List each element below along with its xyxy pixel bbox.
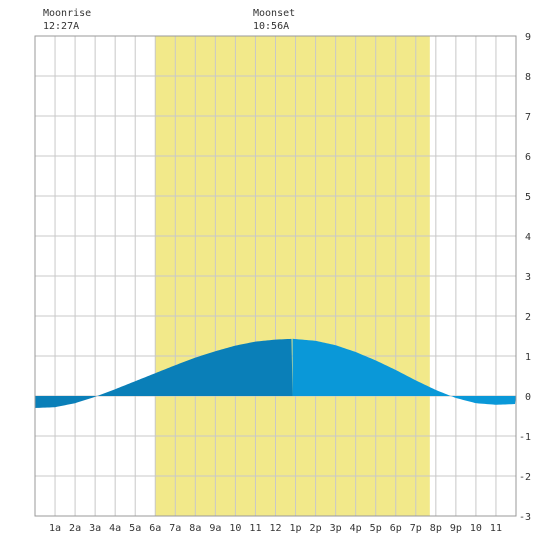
chart-axes — [34, 35, 517, 517]
y-tick-label: 1 — [525, 352, 531, 363]
x-tick-label: 12 — [269, 523, 281, 534]
x-tick-label: 8p — [430, 523, 442, 534]
y-tick-label: 7 — [525, 112, 531, 123]
x-tick-label: 1a — [49, 523, 61, 534]
x-tick-label: 7p — [410, 523, 422, 534]
y-tick-label: 2 — [525, 312, 531, 323]
x-tick-label: 2p — [310, 523, 322, 534]
y-tick-label: -2 — [519, 472, 531, 483]
x-tick-label: 7a — [169, 523, 181, 534]
moonrise-label: Moonrise — [43, 8, 91, 19]
y-tick-label: 9 — [525, 32, 531, 43]
y-tick-labels: -3 -2 -1 0 1 2 3 4 5 6 7 8 9 — [519, 32, 531, 523]
x-tick-label: 11 — [249, 523, 261, 534]
tide-area-falling — [292, 338, 516, 405]
x-tick-label: 5p — [370, 523, 382, 534]
y-tick-label: 6 — [525, 152, 531, 163]
x-tick-label: 1p — [290, 523, 302, 534]
moonrise-annotation: Moonrise 12:27A — [43, 8, 91, 32]
x-tick-label: 9a — [209, 523, 221, 534]
x-tick-label: 6p — [390, 523, 402, 534]
x-tick-label: 11 — [490, 523, 502, 534]
moonset-time: 10:56A — [253, 21, 289, 32]
x-tick-label: 2a — [69, 523, 81, 534]
x-tick-label: 8a — [189, 523, 201, 534]
x-tick-label: 3a — [89, 523, 101, 534]
x-tick-label: 9p — [450, 523, 462, 534]
x-tick-label: 4a — [109, 523, 121, 534]
y-tick-label: -3 — [519, 512, 531, 523]
y-tick-label: 5 — [525, 192, 531, 203]
y-tick-label: 0 — [525, 392, 531, 403]
moonset-label: Moonset — [253, 8, 295, 19]
x-tick-label: 5a — [129, 523, 141, 534]
x-tick-label: 3p — [330, 523, 342, 534]
tide-area-rising — [35, 338, 293, 408]
x-tick-label: 6a — [149, 523, 161, 534]
chart-grid — [35, 36, 516, 516]
y-tick-label: 8 — [525, 72, 531, 83]
tide-area — [35, 338, 516, 408]
moonrise-time: 12:27A — [43, 21, 79, 32]
y-tick-label: 4 — [525, 232, 531, 243]
plot-border — [34, 35, 517, 517]
x-tick-labels: 1a 2a 3a 4a 5a 6a 7a 8a 9a 10 11 12 1p 2p 3p 4p 5p 6p 7p 8p… — [49, 523, 502, 534]
x-tick-label: 10 — [470, 523, 482, 534]
x-tick-label: 10 — [229, 523, 241, 534]
y-tick-label: -1 — [519, 432, 531, 443]
y-tick-label: 3 — [525, 272, 531, 283]
moonset-annotation: Moonset 10:56A — [253, 8, 295, 32]
x-tick-label: 4p — [350, 523, 362, 534]
